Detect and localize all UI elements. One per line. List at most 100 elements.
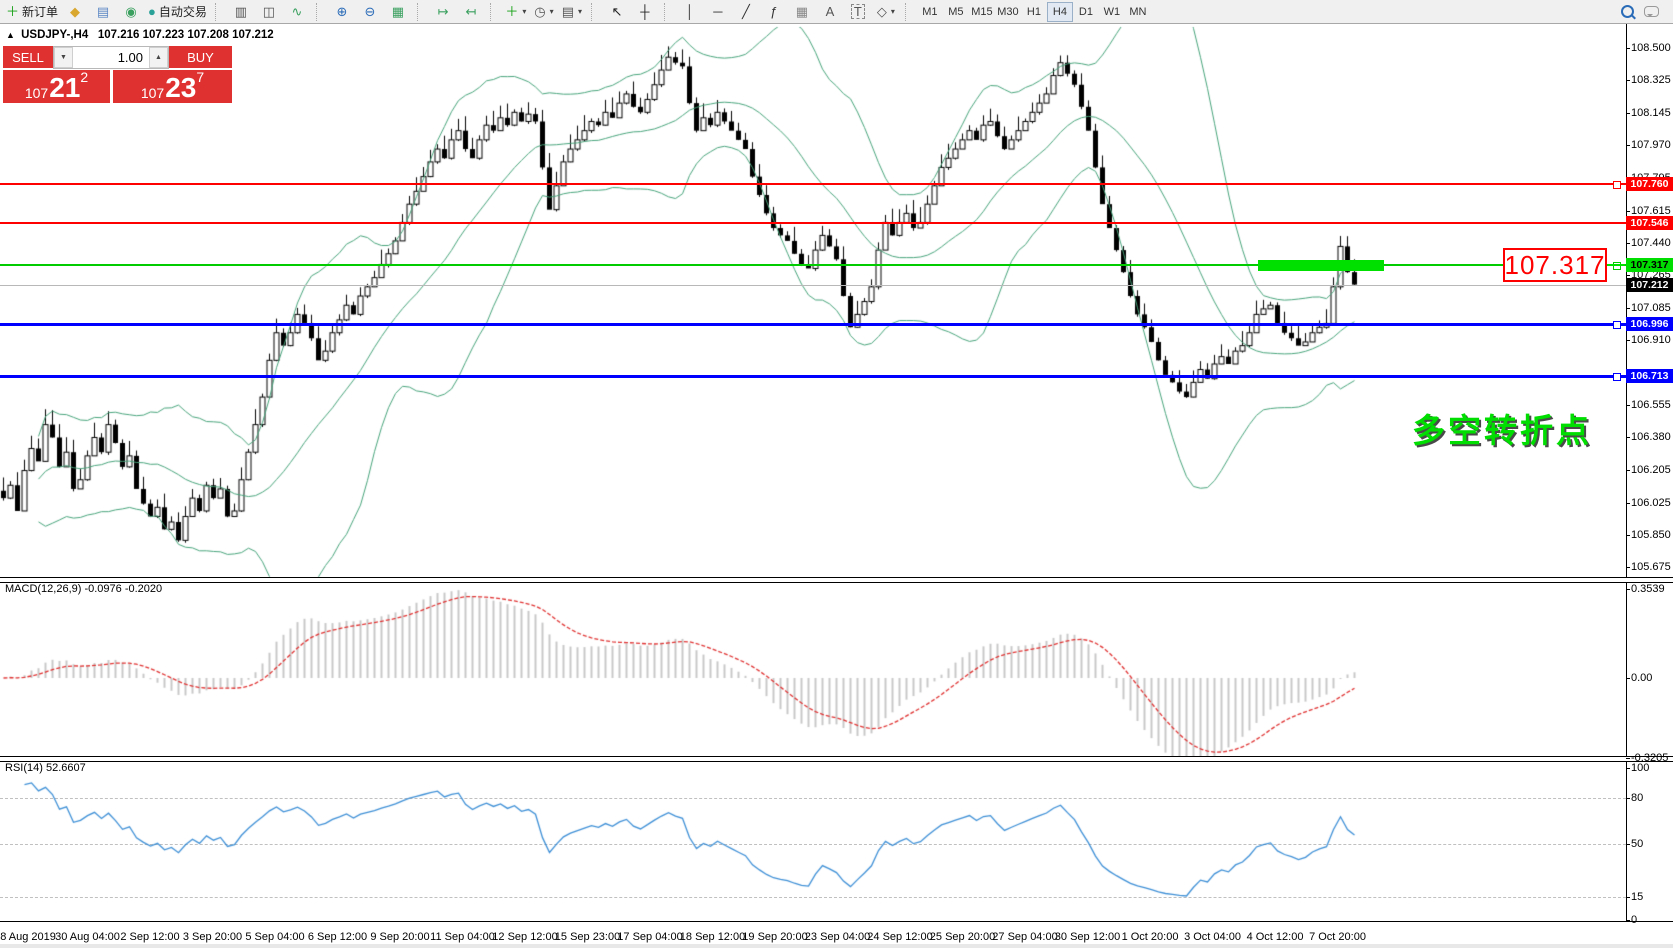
signal-icon[interactable]: ◉: [117, 1, 145, 23]
price-chart-canvas[interactable]: [0, 24, 1626, 922]
trendline-icon: ╱: [741, 4, 750, 19]
sell-button[interactable]: SELL: [3, 46, 53, 69]
zoom-out-icon[interactable]: ⊖: [356, 1, 384, 23]
axis-tick-mark: [1626, 242, 1630, 244]
zoom-in-icon[interactable]: ⊕: [328, 1, 356, 23]
axis-tick-mark: [1626, 678, 1630, 679]
rsi-label: RSI(14) 52.6607: [5, 762, 86, 774]
panel-separator-rsi[interactable]: [0, 756, 1673, 762]
timeframe-w1[interactable]: W1: [1103, 5, 1121, 18]
line-handle[interactable]: [1613, 321, 1621, 330]
line-chart-icon[interactable]: ∿: [283, 1, 311, 23]
date-axis-label: 24 Sep 12:00: [867, 931, 933, 943]
volume-decrease-button[interactable]: ▼: [54, 47, 73, 68]
hline-resistance-1[interactable]: [0, 182, 1626, 185]
price-axis-tick: 107.085: [1631, 301, 1671, 314]
price-callout-text: 107.317: [1504, 249, 1606, 280]
date-axis-label: 18 Sep 12:00: [679, 931, 746, 943]
text-label-icon[interactable]: T: [844, 1, 872, 23]
axis-tick-mark: [1626, 113, 1630, 115]
metaeditor-icon: ◆: [70, 4, 81, 19]
date-axis-label: 11 Sep 04:00: [430, 931, 495, 943]
line-handle[interactable]: [1613, 262, 1621, 271]
panel-separator-macd[interactable]: [0, 577, 1673, 583]
current-price-line: [0, 284, 1626, 286]
timeframe-mn[interactable]: MN: [1129, 5, 1147, 18]
terminal-icon[interactable]: ▤: [89, 1, 117, 23]
timeframe-h4[interactable]: H4: [1046, 1, 1073, 22]
new-order-button[interactable]: ＋新订单: [3, 1, 61, 23]
date-axis-label: 3 Sep 20:00: [182, 931, 243, 943]
auto-scroll-icon[interactable]: ↦: [429, 1, 457, 23]
sell-price-point: 2: [80, 69, 89, 85]
crosshair-icon[interactable]: ┼: [631, 1, 659, 23]
buy-button[interactable]: BUY: [169, 46, 232, 69]
shapes-button[interactable]: ◇ ▾: [872, 1, 900, 23]
timeframe-m30[interactable]: M30: [997, 5, 1019, 18]
rsi-axis-tick: 15: [1631, 891, 1644, 904]
line-handle[interactable]: [1613, 373, 1621, 382]
dropdown-caret-icon: ▾: [578, 7, 583, 16]
sell-price-pips: 21: [49, 72, 81, 103]
vertical-line-icon[interactable]: │: [676, 1, 704, 23]
autotrading-button[interactable]: ● 自动交易: [145, 1, 210, 23]
date-axis-label: 3 Oct 04:00: [1184, 931, 1241, 943]
chart-shift-icon[interactable]: ↤: [457, 1, 485, 23]
timeframe-h1[interactable]: H1: [1026, 5, 1041, 18]
price-axis-tick: 105.850: [1631, 528, 1671, 541]
callout-connector-line: [1605, 264, 1625, 267]
axis-tick-mark: [1626, 469, 1630, 471]
bar-chart-icon[interactable]: ▥: [227, 1, 255, 23]
hline-support-1[interactable]: [0, 322, 1626, 326]
price-callout[interactable]: 107.317: [1503, 248, 1607, 283]
sell-price[interactable]: 107 21 2: [3, 70, 110, 103]
buy-price[interactable]: 107 23 7: [113, 70, 232, 103]
timeframe-m1[interactable]: M1: [922, 5, 938, 18]
main-toolbar: ＋新订单 ◆ ▤ ◉ ● 自动交易 ▥ ◫ ∿ ⊕ ⊖ ▦ ↦ ↤ ＋ ▾ ◷ ▾ ▤ ▾ ↖ ┼ │ ─ ╱ ƒ ▦ A T ◇ ▾ M1 M…: [0, 0, 1673, 24]
date-axis-label: 17 Sep 04:00: [617, 931, 683, 943]
highlight-rectangle[interactable]: [1258, 260, 1384, 272]
text-icon[interactable]: A: [816, 1, 844, 23]
hline-resistance-2[interactable]: [0, 222, 1626, 225]
dropdown-caret-icon: ▾: [890, 7, 895, 16]
timeframe-m5[interactable]: M5: [948, 5, 964, 18]
date-axis-label: 23 Sep 04:00: [804, 931, 871, 943]
grid-icon[interactable]: ▦: [788, 1, 816, 23]
terminal-icon: ▤: [96, 4, 110, 19]
line-chart-icon: ∿: [291, 4, 303, 19]
axis-tick-mark: [1626, 437, 1630, 439]
tile-windows-icon: ▦: [391, 4, 405, 19]
search-icon[interactable]: [1621, 5, 1634, 18]
timeframe-d1[interactable]: D1: [1078, 5, 1093, 18]
chart-window[interactable]: ▲ USDJPY-,H4 107.216 107.223 107.208 107…: [0, 24, 1673, 948]
line-handle[interactable]: [1613, 180, 1621, 189]
cursor-icon[interactable]: ↖: [603, 1, 631, 23]
macd-axis-tick: -0.3205: [1631, 752, 1669, 765]
dropdown-caret-icon: ▾: [549, 7, 554, 16]
volume-input[interactable]: 1.00: [117, 50, 143, 65]
symbol-ohlc: 107.216 107.223 107.208 107.212: [97, 29, 274, 41]
fibonacci-icon[interactable]: ƒ: [760, 1, 788, 23]
axis-tick-mark: [1626, 758, 1630, 760]
symbol-collapse-icon[interactable]: ▲: [6, 30, 15, 40]
timeframe-m15[interactable]: M15: [971, 5, 993, 18]
periods-button[interactable]: ◷ ▾: [530, 1, 558, 23]
candlestick-chart-icon[interactable]: ◫: [255, 1, 283, 23]
date-axis-label: 30 Aug 04:00: [55, 931, 120, 943]
metaeditor-icon[interactable]: ◆: [61, 1, 89, 23]
date-axis-label: 7 Oct 20:00: [1309, 931, 1366, 943]
date-axis-border: [0, 921, 1673, 922]
indicators-button[interactable]: ＋ ▾: [502, 1, 530, 23]
axis-tick-mark: [1626, 210, 1630, 212]
hline-pivot-green[interactable]: [0, 264, 1626, 267]
volume-increase-button[interactable]: ▲: [149, 47, 168, 68]
trendline-icon[interactable]: ╱: [732, 1, 760, 23]
axis-tick-mark: [1626, 920, 1630, 921]
horizontal-line-icon[interactable]: ─: [704, 1, 732, 23]
chat-icon[interactable]: [1644, 6, 1659, 17]
templates-button[interactable]: ▤ ▾: [558, 1, 586, 23]
tile-windows-icon[interactable]: ▦: [384, 1, 412, 23]
hline-support-2[interactable]: [0, 374, 1626, 378]
axis-tick-mark: [1626, 798, 1630, 800]
vertical-line-icon: │: [685, 4, 694, 19]
